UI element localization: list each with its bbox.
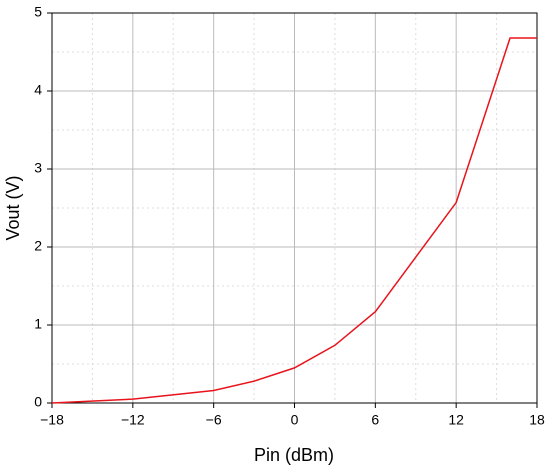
y-tick-label: 0 (34, 394, 42, 410)
y-tick-label: 2 (34, 238, 42, 254)
y-tick-label: 3 (34, 160, 42, 176)
plot-frame (51, 12, 538, 404)
x-tick-label: −6 (206, 412, 222, 428)
x-tick-label: 0 (291, 412, 299, 428)
x-tick-label: 12 (448, 412, 464, 428)
y-axis-label: Vout (V) (3, 175, 23, 240)
x-tick-label: 6 (371, 412, 379, 428)
x-tick-label: 18 (529, 412, 545, 428)
y-tick-label: 1 (34, 316, 42, 332)
y-tick-label: 4 (34, 82, 42, 98)
line (51, 37, 537, 404)
x-axis-label: Pin (dBm) (254, 445, 334, 465)
y-tick-label: 5 (34, 4, 42, 20)
x-tick-label: −12 (121, 412, 145, 428)
x-tick-label: −18 (40, 412, 64, 428)
